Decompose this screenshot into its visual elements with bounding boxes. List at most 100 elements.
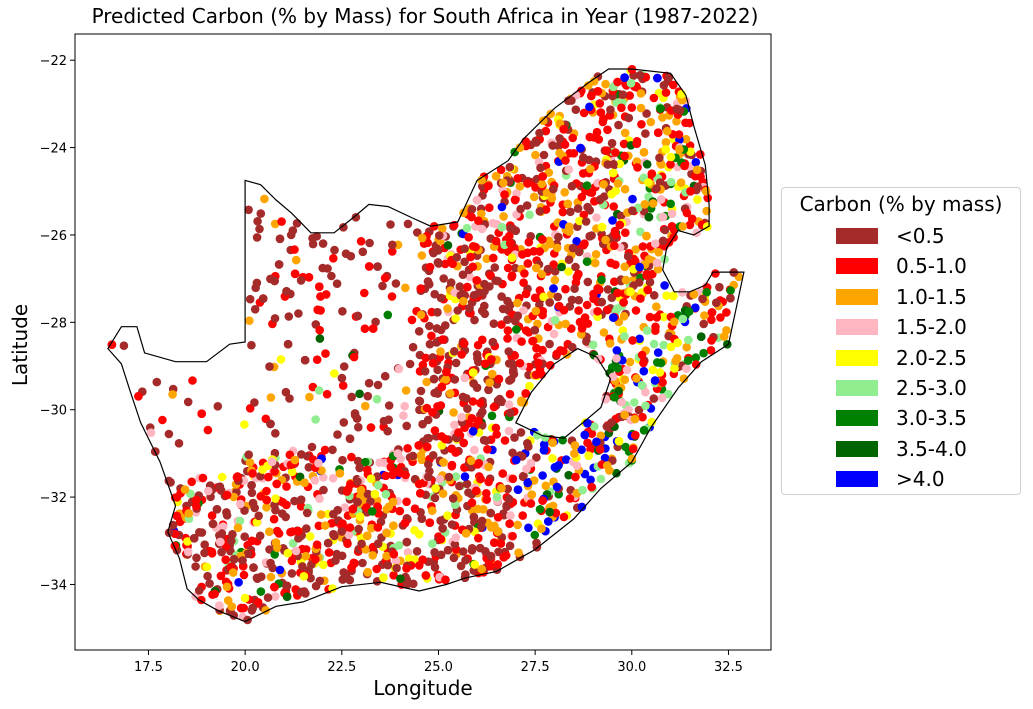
data-point [514, 548, 523, 557]
data-point [361, 457, 370, 467]
data-point [282, 592, 292, 601]
data-point [422, 377, 432, 387]
data-point [233, 523, 243, 532]
data-point [332, 549, 342, 559]
data-point [614, 436, 624, 446]
data-point [274, 529, 284, 538]
data-point [310, 476, 320, 485]
data-point [437, 382, 447, 392]
data-point [429, 374, 439, 384]
data-point [389, 549, 399, 559]
data-point [367, 523, 376, 533]
data-point [256, 587, 266, 596]
data-point [512, 325, 521, 334]
data-point [505, 389, 515, 399]
data-point [570, 284, 579, 294]
data-point [564, 470, 573, 480]
data-point [465, 304, 474, 313]
data-point [519, 306, 528, 315]
data-point [430, 493, 440, 503]
data-point [691, 353, 701, 362]
data-point [532, 344, 541, 353]
data-point [364, 378, 374, 388]
data-point [423, 434, 432, 443]
data-point [493, 527, 503, 536]
data-point [158, 415, 167, 425]
data-point [568, 133, 577, 143]
data-point [726, 286, 735, 295]
data-point [216, 537, 225, 547]
data-point [546, 109, 556, 119]
data-point [628, 194, 637, 204]
data-point [652, 302, 661, 312]
data-point [494, 547, 503, 557]
data-point [488, 253, 498, 263]
data-point [347, 563, 356, 572]
data-point [620, 184, 630, 194]
data-point [247, 340, 256, 350]
data-point [538, 310, 547, 320]
data-point [286, 527, 295, 537]
data-point [525, 381, 534, 391]
data-point [371, 317, 380, 327]
data-point [651, 239, 660, 248]
data-point [404, 554, 414, 564]
data-point [298, 562, 307, 571]
data-point [626, 287, 635, 296]
data-point [523, 259, 533, 268]
data-point [447, 444, 457, 454]
data-point [469, 379, 479, 388]
data-point [689, 290, 699, 299]
data-point [613, 288, 622, 298]
data-point [300, 355, 310, 365]
data-point [661, 138, 671, 147]
data-point [455, 282, 465, 291]
data-point [250, 398, 259, 407]
data-point [459, 339, 469, 348]
data-point [395, 506, 405, 516]
data-point [504, 347, 513, 356]
data-point [383, 560, 393, 570]
data-point [559, 125, 568, 134]
data-point [461, 556, 470, 565]
data-point [659, 312, 669, 322]
y-tick-label: −28 [40, 316, 67, 331]
data-point [405, 359, 415, 369]
data-point [467, 498, 477, 508]
data-point [374, 481, 383, 490]
x-axis-label: Longitude [373, 676, 473, 700]
data-point [532, 263, 541, 273]
data-point [582, 300, 592, 310]
data-point [183, 547, 193, 557]
data-point [674, 130, 684, 139]
data-point [475, 543, 485, 553]
data-point [497, 483, 506, 493]
data-point [530, 325, 540, 335]
legend-swatch [836, 349, 878, 366]
data-point [579, 153, 588, 162]
data-point [477, 522, 486, 531]
data-point [611, 186, 620, 196]
data-point [172, 511, 182, 521]
data-point [316, 510, 326, 519]
y-tick-label: −32 [40, 491, 67, 506]
data-point [192, 501, 201, 511]
data-point [235, 516, 245, 526]
data-point [403, 444, 412, 453]
data-point [626, 78, 636, 88]
data-point [648, 365, 658, 375]
data-point [273, 543, 282, 553]
data-point [535, 505, 545, 514]
data-point [353, 456, 363, 466]
data-point [508, 474, 518, 484]
data-point [337, 373, 347, 383]
data-point [253, 217, 262, 226]
data-point [667, 209, 677, 218]
data-point [521, 137, 530, 146]
data-point [567, 324, 576, 333]
data-point [247, 488, 257, 498]
data-point [335, 469, 345, 478]
data-point [243, 549, 253, 559]
data-point [682, 342, 691, 352]
